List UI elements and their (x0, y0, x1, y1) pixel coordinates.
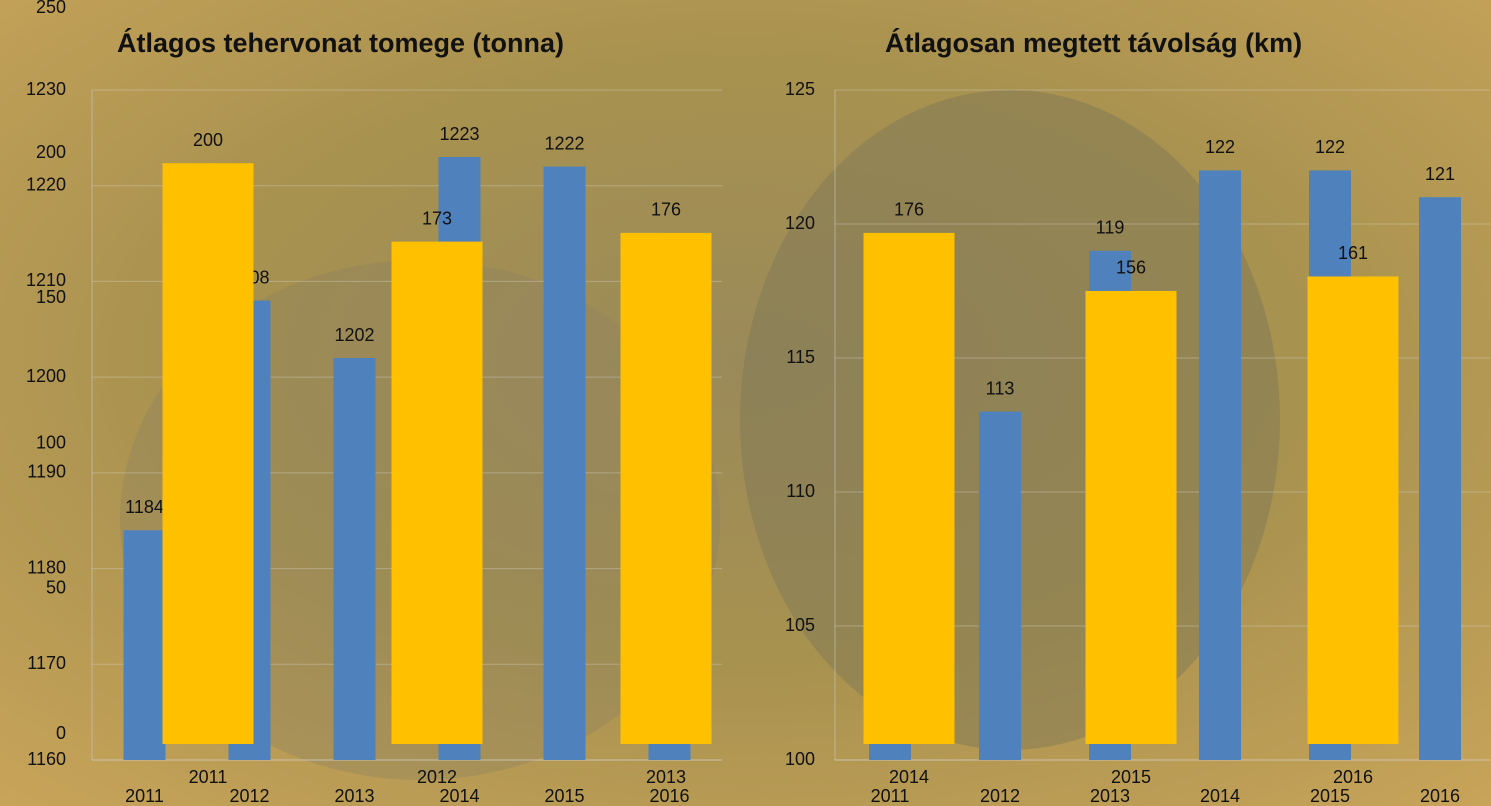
y-tick-label: 1160 (27, 749, 66, 769)
value-label: 113 (986, 378, 1015, 398)
bar (1086, 291, 1177, 744)
x-tick-label: 2011 (125, 786, 164, 806)
x-tick-label: 2011 (189, 767, 228, 787)
value-label: 176 (894, 200, 924, 220)
x-tick-label: 2016 (1420, 786, 1460, 806)
bar (334, 358, 376, 760)
bar (1199, 170, 1241, 760)
x-tick-label: 2015 (1310, 786, 1350, 806)
y-tick-label: 1170 (27, 653, 66, 673)
x-tick-label: 2012 (229, 786, 269, 806)
y-tick-label: 1190 (27, 462, 66, 482)
value-label: 121 (1425, 164, 1455, 184)
bar (979, 412, 1021, 760)
y2-tick-label: 250 (36, 0, 66, 17)
value-label: 161 (1338, 243, 1368, 263)
value-label: 1202 (334, 325, 374, 345)
bar (124, 530, 166, 760)
chart-title: Átlagos tehervonat tomege (tonna) (117, 27, 564, 58)
value-label: 122 (1315, 137, 1345, 157)
y2-tick-label: 200 (36, 142, 66, 162)
x-tick-label: 2014 (439, 786, 479, 806)
value-label: 156 (1116, 258, 1146, 278)
x-tick-label: 2016 (1333, 767, 1373, 787)
chart-title: Átlagosan megtett távolság (km) (885, 27, 1302, 58)
y-tick-label: 120 (785, 213, 815, 233)
y-tick-label: 100 (785, 749, 815, 769)
bar (392, 242, 483, 744)
y-tick-label: 115 (786, 347, 815, 367)
y-tick-label: 1180 (27, 557, 66, 577)
y2-tick-label: 150 (36, 287, 66, 307)
value-label: 1223 (439, 124, 479, 144)
bar (864, 233, 955, 744)
bar (544, 167, 586, 760)
bar (163, 163, 254, 744)
x-tick-label: 2013 (646, 767, 686, 787)
value-label: 173 (422, 208, 452, 228)
x-tick-label: 2016 (649, 786, 689, 806)
x-tick-label: 2012 (417, 767, 457, 787)
y2-tick-label: 100 (36, 432, 66, 452)
x-tick-label: 2014 (889, 767, 929, 787)
chart: Átlagos tehervonat tomege (tonna) Átlago… (0, 0, 1491, 806)
bar (621, 233, 712, 744)
value-label: 1184 (125, 497, 164, 517)
value-label: 1222 (544, 133, 584, 153)
x-tick-label: 2013 (334, 786, 374, 806)
bar (1419, 197, 1461, 760)
bar (1308, 276, 1399, 744)
x-tick-label: 2015 (544, 786, 584, 806)
y-tick-label: 1200 (26, 366, 66, 386)
y2-tick-label: 50 (46, 578, 66, 598)
x-tick-label: 2014 (1200, 786, 1240, 806)
y-tick-label: 1230 (26, 79, 66, 99)
y-tick-label: 125 (785, 79, 815, 99)
x-tick-label: 2011 (871, 786, 910, 806)
y-tick-label: 110 (786, 481, 815, 501)
y2-tick-label: 0 (56, 723, 66, 743)
y-tick-label: 1220 (26, 174, 66, 194)
value-label: 200 (193, 130, 223, 150)
x-tick-label: 2012 (980, 786, 1020, 806)
x-tick-label: 2013 (1090, 786, 1130, 806)
y-tick-label: 105 (785, 615, 815, 635)
value-label: 122 (1205, 137, 1235, 157)
value-label: 176 (651, 200, 681, 220)
x-tick-label: 2015 (1111, 767, 1151, 787)
value-label: 119 (1096, 218, 1125, 238)
